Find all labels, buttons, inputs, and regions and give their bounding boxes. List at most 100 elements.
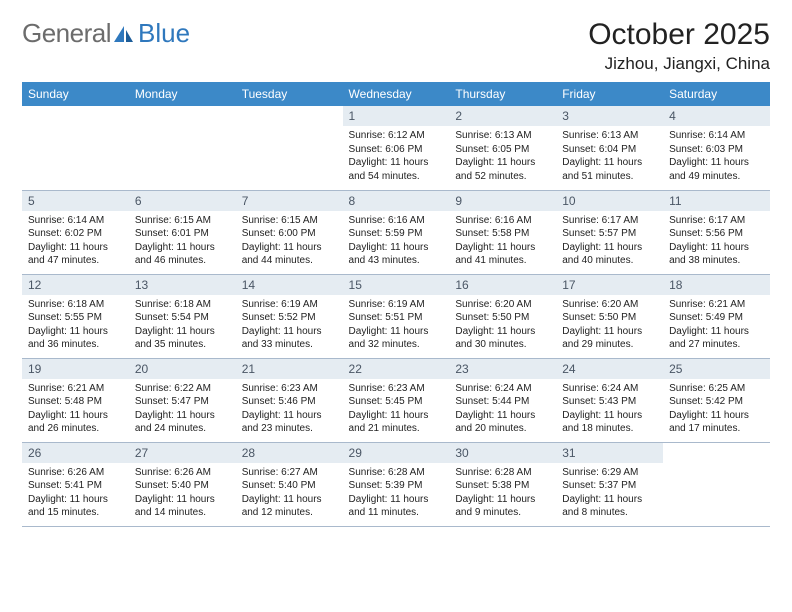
calendar-day-cell: 21Sunrise: 6:23 AMSunset: 5:46 PMDayligh…: [236, 358, 343, 442]
day-detail: Sunrise: 6:21 AMSunset: 5:48 PMDaylight:…: [22, 379, 129, 441]
weekday-header-cell: Wednesday: [343, 82, 450, 106]
day-detail: Sunrise: 6:17 AMSunset: 5:57 PMDaylight:…: [556, 211, 663, 273]
calendar-day-cell: 8Sunrise: 6:16 AMSunset: 5:59 PMDaylight…: [343, 190, 450, 274]
day-detail: Sunrise: 6:18 AMSunset: 5:55 PMDaylight:…: [22, 295, 129, 357]
day-number: [236, 106, 343, 126]
calendar-table: SundayMondayTuesdayWednesdayThursdayFrid…: [22, 82, 770, 527]
calendar-week-row: 19Sunrise: 6:21 AMSunset: 5:48 PMDayligh…: [22, 358, 770, 442]
day-detail: Sunrise: 6:24 AMSunset: 5:43 PMDaylight:…: [556, 379, 663, 441]
calendar-day-cell: 19Sunrise: 6:21 AMSunset: 5:48 PMDayligh…: [22, 358, 129, 442]
calendar-day-cell: [22, 106, 129, 190]
day-number: 25: [663, 359, 770, 379]
calendar-day-cell: 6Sunrise: 6:15 AMSunset: 6:01 PMDaylight…: [129, 190, 236, 274]
calendar-day-cell: 25Sunrise: 6:25 AMSunset: 5:42 PMDayligh…: [663, 358, 770, 442]
weekday-header-cell: Thursday: [449, 82, 556, 106]
calendar-day-cell: 4Sunrise: 6:14 AMSunset: 6:03 PMDaylight…: [663, 106, 770, 190]
location-label: Jizhou, Jiangxi, China: [588, 54, 770, 74]
day-number: 9: [449, 191, 556, 211]
day-number: 4: [663, 106, 770, 126]
day-number: 6: [129, 191, 236, 211]
calendar-body: 1Sunrise: 6:12 AMSunset: 6:06 PMDaylight…: [22, 106, 770, 526]
calendar-day-cell: 22Sunrise: 6:23 AMSunset: 5:45 PMDayligh…: [343, 358, 450, 442]
day-detail: Sunrise: 6:12 AMSunset: 6:06 PMDaylight:…: [343, 126, 450, 188]
calendar-day-cell: 18Sunrise: 6:21 AMSunset: 5:49 PMDayligh…: [663, 274, 770, 358]
logo-word-2: Blue: [138, 18, 190, 49]
calendar-day-cell: 20Sunrise: 6:22 AMSunset: 5:47 PMDayligh…: [129, 358, 236, 442]
calendar-day-cell: 10Sunrise: 6:17 AMSunset: 5:57 PMDayligh…: [556, 190, 663, 274]
day-detail: Sunrise: 6:27 AMSunset: 5:40 PMDaylight:…: [236, 463, 343, 525]
day-number: 5: [22, 191, 129, 211]
calendar-day-cell: 3Sunrise: 6:13 AMSunset: 6:04 PMDaylight…: [556, 106, 663, 190]
day-number: 11: [663, 191, 770, 211]
calendar-day-cell: 13Sunrise: 6:18 AMSunset: 5:54 PMDayligh…: [129, 274, 236, 358]
day-detail: Sunrise: 6:20 AMSunset: 5:50 PMDaylight:…: [449, 295, 556, 357]
day-detail: Sunrise: 6:19 AMSunset: 5:51 PMDaylight:…: [343, 295, 450, 357]
day-detail: Sunrise: 6:16 AMSunset: 5:59 PMDaylight:…: [343, 211, 450, 273]
day-number: 14: [236, 275, 343, 295]
logo-sail-icon: [113, 24, 135, 44]
day-detail: Sunrise: 6:14 AMSunset: 6:02 PMDaylight:…: [22, 211, 129, 273]
month-title: October 2025: [588, 18, 770, 52]
day-number: 1: [343, 106, 450, 126]
day-number: 2: [449, 106, 556, 126]
calendar-day-cell: 28Sunrise: 6:27 AMSunset: 5:40 PMDayligh…: [236, 442, 343, 526]
calendar-day-cell: 9Sunrise: 6:16 AMSunset: 5:58 PMDaylight…: [449, 190, 556, 274]
weekday-header-cell: Sunday: [22, 82, 129, 106]
day-number: 16: [449, 275, 556, 295]
weekday-header-cell: Tuesday: [236, 82, 343, 106]
calendar-day-cell: 15Sunrise: 6:19 AMSunset: 5:51 PMDayligh…: [343, 274, 450, 358]
day-number: 31: [556, 443, 663, 463]
calendar-day-cell: [236, 106, 343, 190]
weekday-header-row: SundayMondayTuesdayWednesdayThursdayFrid…: [22, 82, 770, 106]
day-number: 12: [22, 275, 129, 295]
day-detail: Sunrise: 6:16 AMSunset: 5:58 PMDaylight:…: [449, 211, 556, 273]
day-detail: Sunrise: 6:13 AMSunset: 6:05 PMDaylight:…: [449, 126, 556, 188]
day-number: 19: [22, 359, 129, 379]
day-number: 29: [343, 443, 450, 463]
calendar-day-cell: 27Sunrise: 6:26 AMSunset: 5:40 PMDayligh…: [129, 442, 236, 526]
day-number: 22: [343, 359, 450, 379]
day-detail: Sunrise: 6:20 AMSunset: 5:50 PMDaylight:…: [556, 295, 663, 357]
day-detail: Sunrise: 6:26 AMSunset: 5:41 PMDaylight:…: [22, 463, 129, 525]
day-detail: Sunrise: 6:18 AMSunset: 5:54 PMDaylight:…: [129, 295, 236, 357]
day-number: 26: [22, 443, 129, 463]
day-detail: Sunrise: 6:15 AMSunset: 6:01 PMDaylight:…: [129, 211, 236, 273]
calendar-day-cell: 12Sunrise: 6:18 AMSunset: 5:55 PMDayligh…: [22, 274, 129, 358]
day-detail: Sunrise: 6:23 AMSunset: 5:45 PMDaylight:…: [343, 379, 450, 441]
day-detail: Sunrise: 6:22 AMSunset: 5:47 PMDaylight:…: [129, 379, 236, 441]
calendar-day-cell: [129, 106, 236, 190]
day-detail: Sunrise: 6:28 AMSunset: 5:38 PMDaylight:…: [449, 463, 556, 525]
day-detail: Sunrise: 6:14 AMSunset: 6:03 PMDaylight:…: [663, 126, 770, 188]
day-number: 7: [236, 191, 343, 211]
calendar-day-cell: 11Sunrise: 6:17 AMSunset: 5:56 PMDayligh…: [663, 190, 770, 274]
day-detail: Sunrise: 6:28 AMSunset: 5:39 PMDaylight:…: [343, 463, 450, 525]
day-number: 21: [236, 359, 343, 379]
calendar-day-cell: 30Sunrise: 6:28 AMSunset: 5:38 PMDayligh…: [449, 442, 556, 526]
logo: General Blue: [22, 18, 190, 49]
page-header: General Blue October 2025 Jizhou, Jiangx…: [22, 18, 770, 74]
calendar-day-cell: 1Sunrise: 6:12 AMSunset: 6:06 PMDaylight…: [343, 106, 450, 190]
weekday-header-cell: Saturday: [663, 82, 770, 106]
logo-word-1: General: [22, 18, 111, 49]
calendar-day-cell: 7Sunrise: 6:15 AMSunset: 6:00 PMDaylight…: [236, 190, 343, 274]
calendar-week-row: 26Sunrise: 6:26 AMSunset: 5:41 PMDayligh…: [22, 442, 770, 526]
title-block: October 2025 Jizhou, Jiangxi, China: [588, 18, 770, 74]
calendar-day-cell: 14Sunrise: 6:19 AMSunset: 5:52 PMDayligh…: [236, 274, 343, 358]
day-detail: Sunrise: 6:29 AMSunset: 5:37 PMDaylight:…: [556, 463, 663, 525]
calendar-day-cell: 2Sunrise: 6:13 AMSunset: 6:05 PMDaylight…: [449, 106, 556, 190]
day-detail: Sunrise: 6:15 AMSunset: 6:00 PMDaylight:…: [236, 211, 343, 273]
day-number: 10: [556, 191, 663, 211]
weekday-header-cell: Monday: [129, 82, 236, 106]
day-detail: Sunrise: 6:13 AMSunset: 6:04 PMDaylight:…: [556, 126, 663, 188]
calendar-day-cell: 29Sunrise: 6:28 AMSunset: 5:39 PMDayligh…: [343, 442, 450, 526]
calendar-day-cell: 5Sunrise: 6:14 AMSunset: 6:02 PMDaylight…: [22, 190, 129, 274]
calendar-week-row: 12Sunrise: 6:18 AMSunset: 5:55 PMDayligh…: [22, 274, 770, 358]
day-number: [663, 443, 770, 463]
day-number: 17: [556, 275, 663, 295]
day-number: [129, 106, 236, 126]
day-number: 24: [556, 359, 663, 379]
calendar-day-cell: 16Sunrise: 6:20 AMSunset: 5:50 PMDayligh…: [449, 274, 556, 358]
day-detail: Sunrise: 6:26 AMSunset: 5:40 PMDaylight:…: [129, 463, 236, 525]
weekday-header-cell: Friday: [556, 82, 663, 106]
calendar-day-cell: 23Sunrise: 6:24 AMSunset: 5:44 PMDayligh…: [449, 358, 556, 442]
